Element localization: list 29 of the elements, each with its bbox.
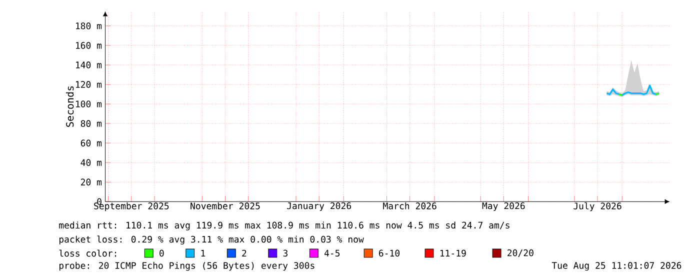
x-tick-label: March 2026 (383, 202, 436, 210)
y-tick-label: 40 m (80, 159, 102, 166)
y-tick-label: 20 m (81, 178, 102, 186)
legend-label: 11-19 (440, 250, 466, 257)
text: Tue Aug 25 11:01:07 2026 (552, 262, 682, 271)
text: probe: 20 ICMP Echo Pings (56 Bytes) every 300s (59, 262, 314, 271)
x-tick-label: July 2026 (574, 202, 622, 212)
y-axis-title: Seconds (66, 86, 74, 128)
legend-title: loss color: (59, 250, 116, 257)
y-tick-label: 80 m (80, 120, 102, 128)
legend-label: 20/20 (508, 250, 534, 258)
y-tick-label: 100 m (76, 100, 102, 108)
y-tick-label: 160 m (76, 42, 102, 50)
x-tick-label: November 2025 (190, 202, 260, 210)
y-tick-label: 180 m (76, 22, 102, 30)
legend-label: 0 (160, 250, 164, 257)
legend-label: 1 (201, 250, 206, 257)
legend-label: 3 (283, 250, 288, 257)
legend-label: 6-10 (378, 250, 400, 257)
y-tick-label: 120 m (76, 81, 102, 88)
y-tick-label: 60 m (80, 140, 102, 147)
legend-label: 4-5 (324, 250, 340, 257)
x-tick-label: September 2025 (94, 202, 169, 212)
y-tick-label: 140 m (76, 62, 102, 69)
x-tick-label: January 2026 (287, 202, 352, 212)
text: median rtt: 110.1 ms avg 119.9 ms max 108.9 ms min 110.6 ms now 4.5 ms sd 24.7 am/s (59, 222, 510, 231)
x-tick-label: May 2026 (482, 202, 525, 212)
text: packet loss: 0.29 % avg 3.11 % max 0.00 % min 0.03 % now (59, 236, 364, 245)
legend-label: 2 (242, 250, 246, 257)
